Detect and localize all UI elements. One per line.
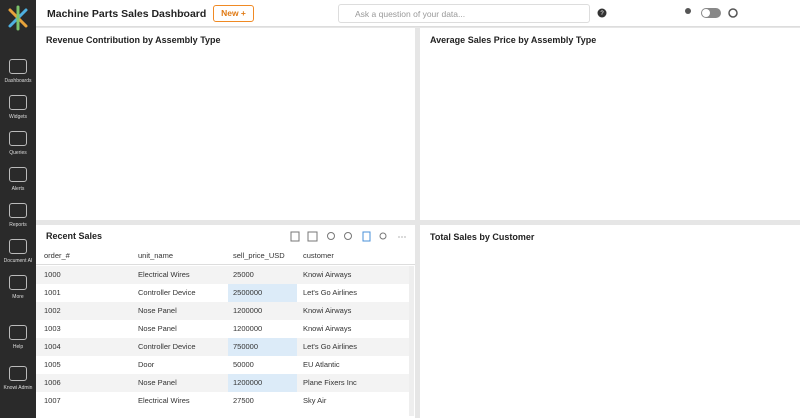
nav-icon[interactable] [9, 239, 27, 254]
logo [8, 5, 28, 31]
table-cell: Controller Device [138, 288, 196, 297]
panel-title: Recent Sales [46, 231, 103, 241]
search-box[interactable]: Ask a question of your data... [338, 4, 590, 23]
customer-panel: Total Sales by Customer [420, 225, 800, 418]
table-cell: Nose Panel [138, 378, 177, 387]
horizontal-bar-chart [420, 225, 800, 418]
table-cell: 1007 [44, 396, 61, 405]
table-cell: Let's Go Airlines [303, 288, 357, 297]
nav-icon[interactable] [9, 275, 27, 290]
table-cell: 1004 [44, 342, 61, 351]
nav-label[interactable]: Alerts [11, 186, 25, 192]
title-caret[interactable]: ⌄ [181, 6, 189, 16]
table-cell: Electrical Wires [138, 396, 190, 405]
table-cell: Knowi Airways [303, 306, 352, 315]
scrollbar [409, 266, 414, 416]
table-row[interactable]: 1001 Controller Device 2500000 Let's Go Air… [36, 284, 409, 302]
nav-label[interactable]: More [12, 294, 24, 300]
nav-label[interactable]: Reports [9, 222, 27, 228]
table-cell: 1200000 [233, 306, 263, 315]
avg-price-panel: Average Sales Price by Assembly Type [420, 28, 800, 220]
table-cell: EU Atlantic [303, 360, 340, 369]
table-row[interactable]: 1005 Door 50000 EU Atlantic [36, 356, 409, 374]
dashboard-title[interactable]: Machine Parts Sales Dashboard [47, 8, 207, 20]
table-cell: 50000 [233, 360, 254, 369]
top-bar: Machine Parts Sales Dashboard ⌄ New + As… [36, 0, 800, 27]
sidebar: Dashboards Widgets Queries Alerts Reports Doc… [0, 0, 36, 418]
nav-icon[interactable] [9, 203, 27, 218]
table-row[interactable]: 1003 Nose Panel 1200000 Knowi Airways [36, 320, 409, 338]
highlight [228, 284, 297, 302]
stacked-bar-chart [36, 28, 415, 220]
column-header: order_# [44, 251, 70, 260]
nav-label[interactable]: Widgets [8, 114, 28, 120]
table-row[interactable]: 1004 Controller Device 750000 Let's Go Airl… [36, 338, 409, 356]
column-header: unit_name [138, 251, 174, 260]
nav-icon[interactable] [9, 59, 27, 74]
highlight [228, 374, 297, 392]
table-toolbar: ··· [290, 231, 407, 242]
nav-label[interactable]: Document AI [3, 258, 33, 264]
table-header: order_# unit_name sell_price_USD customer [36, 247, 415, 265]
table-row[interactable]: 1006 Nose Panel 1200000 Plane Fixers Inc [36, 374, 409, 392]
column-header: customer [303, 251, 334, 260]
table: order_# unit_name sell_price_USD customer 10… [36, 247, 415, 418]
panel-title: Revenue Contribution by Assembly Type [46, 35, 221, 45]
table-cell: Controller Device [138, 342, 196, 351]
nav-label[interactable]: Queries [9, 150, 27, 156]
table-cell: 25000 [233, 270, 254, 279]
new-button[interactable]: New + [213, 5, 254, 22]
nav-icon[interactable] [9, 325, 27, 340]
nav-label[interactable]: Help [12, 344, 24, 350]
highlight [228, 338, 297, 356]
column-header: sell_price_USD [233, 251, 285, 260]
table-cell: Let's Go Airlines [303, 342, 357, 351]
table-cell: 1002 [44, 306, 61, 315]
nav-icon[interactable] [9, 131, 27, 146]
panel-title: Average Sales Price by Assembly Type [430, 35, 597, 45]
panel-title: Total Sales by Customer [430, 232, 535, 242]
donut-chart [420, 28, 800, 220]
table-cell: 1005 [44, 360, 61, 369]
table-cell: 1006 [44, 378, 61, 387]
table-cell: Knowi Airways [303, 270, 352, 279]
table-cell: 1200000 [233, 378, 263, 387]
table-cell: 1200000 [233, 324, 263, 333]
table-cell: Knowi Airways [303, 324, 352, 333]
table-row[interactable]: 1002 Nose Panel 1200000 Knowi Airways [36, 302, 409, 320]
search-placeholder: Ask a question of your data... [355, 9, 466, 19]
table-cell: Sky Air [303, 396, 327, 405]
top-icons: ? [597, 8, 738, 18]
table-cell: Door [138, 360, 155, 369]
table-cell: 750000 [233, 342, 259, 351]
table-cell: 2500000 [233, 288, 263, 297]
table-row[interactable]: 1000 Electrical Wires 25000 Knowi Airways [36, 266, 409, 284]
table-cell: Nose Panel [138, 324, 177, 333]
table-cell: 27500 [233, 396, 254, 405]
nav-icon[interactable] [9, 366, 27, 381]
nav-icon[interactable] [9, 167, 27, 182]
nav-label[interactable]: Dashboards [4, 78, 32, 84]
table-cell: Nose Panel [138, 306, 177, 315]
table-panel: Recent Sales ··· order_# unit_name sell_pr… [36, 225, 415, 418]
svg-text:···: ··· [398, 231, 407, 241]
nav-label[interactable]: Knowi Admin [3, 385, 33, 391]
nav-icon[interactable] [9, 95, 27, 110]
table-cell: 1003 [44, 324, 61, 333]
table-cell: Electrical Wires [138, 270, 190, 279]
revenue-panel: Revenue Contribution by Assembly Type [36, 28, 415, 220]
svg-text:?: ? [600, 11, 604, 17]
table-row[interactable]: 1007 Electrical Wires 27500 Sky Air [36, 392, 409, 410]
table-cell: 1001 [44, 288, 61, 297]
table-cell: Plane Fixers Inc [303, 378, 357, 387]
table-cell: 1000 [44, 270, 61, 279]
